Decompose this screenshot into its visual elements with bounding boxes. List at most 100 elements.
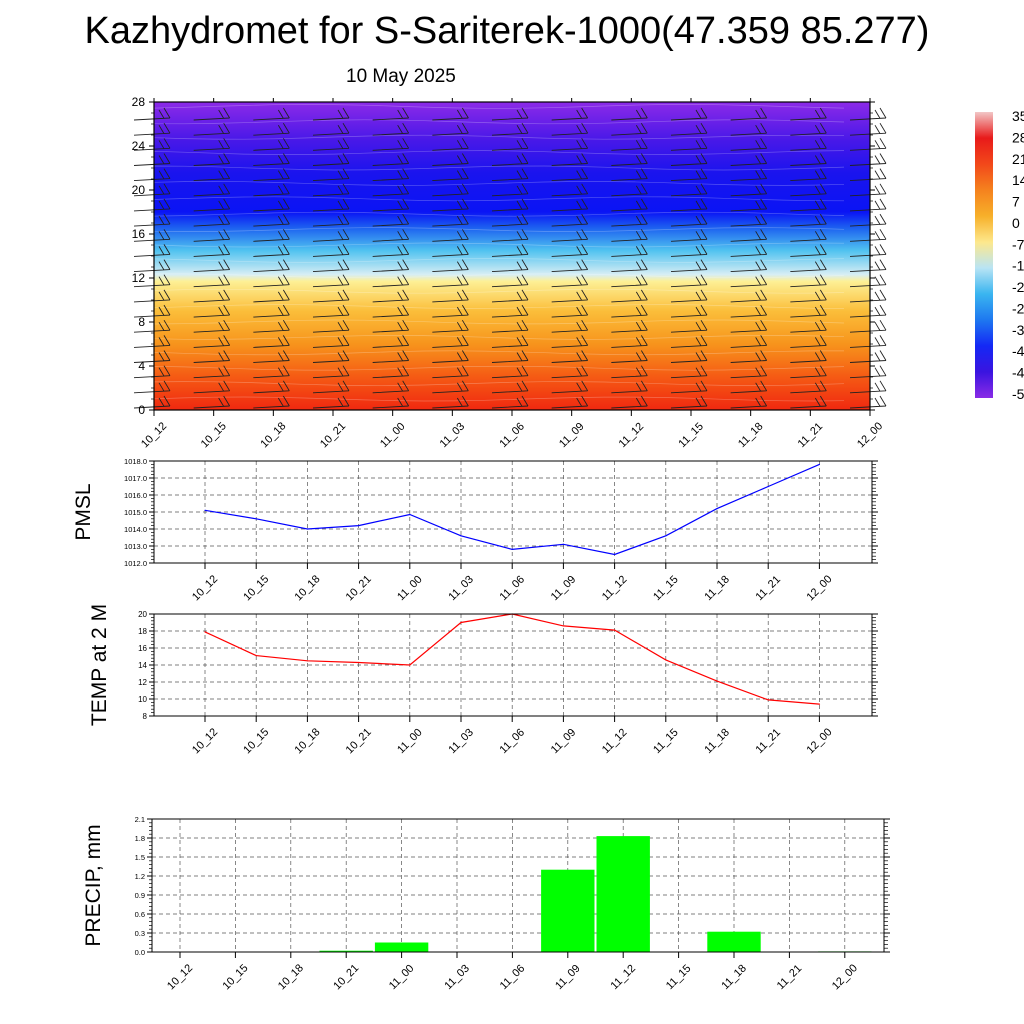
wind-barb [790, 198, 827, 212]
data-point [306, 660, 308, 662]
wind-barb [551, 335, 589, 348]
wind-barb [790, 259, 827, 273]
x-tick-label: 10_15 [241, 726, 271, 756]
wind-barb [312, 259, 350, 273]
wind-barb [432, 274, 469, 288]
wind-barb [611, 395, 648, 409]
wind-barb [491, 304, 529, 318]
colorbar-label: -28 [1012, 300, 1024, 316]
y-axis-label: TEMP at 2 M [88, 604, 111, 726]
x-tick-label: 11_00 [395, 574, 425, 604]
y-tick-label: 1012.0 [124, 559, 147, 568]
x-tick-label: 11_21 [754, 727, 784, 757]
wind-barb [133, 335, 171, 348]
wind-barb [670, 107, 708, 121]
wind-barb [133, 395, 171, 409]
contour-line [153, 365, 845, 371]
wind-barb [312, 198, 350, 212]
wind-barb [133, 289, 171, 303]
x-tick-label: 12_00 [830, 962, 860, 992]
wind-barb [491, 395, 529, 409]
x-tick-label: 11_06 [498, 574, 528, 604]
wind-barb [253, 153, 290, 166]
wind-barb [551, 153, 589, 166]
wind-barb [193, 138, 231, 151]
wind-barb [372, 153, 410, 166]
wind-barb [790, 335, 827, 348]
wind-barb [193, 365, 231, 379]
wind-barb [133, 107, 171, 121]
contour-line [153, 165, 845, 171]
wind-barb [432, 304, 469, 318]
x-tick-label: 10_18 [292, 726, 322, 756]
wind-barb [730, 395, 768, 409]
colorbar-strip [975, 112, 993, 398]
wind-barb [551, 365, 589, 379]
wind-barb [670, 380, 708, 394]
wind-barb [491, 138, 529, 151]
wind-barb [372, 168, 410, 182]
wind-barb [372, 395, 410, 409]
heatmap-field [154, 102, 870, 410]
wind-barb [670, 122, 708, 136]
wind-barb [253, 183, 290, 197]
wind-barb [133, 138, 171, 151]
chart-title: Kazhydromet for S-Sariterek-1000(47.359 … [84, 10, 930, 52]
x-tick-label: 11_12 [617, 421, 647, 451]
x-tick-label: 12_00 [804, 573, 834, 603]
contour-line [153, 335, 845, 340]
wind-barb [372, 229, 410, 242]
y-tick-label: 8 [138, 315, 145, 329]
wind-barb [491, 183, 529, 197]
x-tick-label: 11_21 [796, 421, 826, 451]
wind-barb [849, 138, 887, 151]
wind-barb [253, 229, 290, 242]
wind-barb [551, 138, 589, 151]
x-tick-label: 10_12 [190, 573, 220, 603]
wind-barb [193, 168, 231, 182]
colorbar-label: 35 [1012, 108, 1024, 124]
wind-barb [849, 395, 887, 409]
panel-frame [153, 613, 873, 717]
wind-barb [670, 168, 708, 182]
data-point [511, 548, 513, 551]
wind-barb [611, 335, 648, 348]
wind-barb [551, 395, 589, 409]
wind-barb [253, 319, 290, 333]
wind-barb [551, 350, 589, 363]
wind-barb [670, 183, 708, 197]
wind-barb [432, 213, 469, 227]
chart-subtitle: 10 May 2025 [346, 66, 456, 87]
wind-barb [133, 213, 171, 227]
wind-barb [432, 319, 469, 333]
wind-barb [432, 335, 469, 348]
wind-barb [551, 244, 589, 257]
colorbar-label: 21 [1012, 151, 1024, 167]
contour-line [153, 381, 845, 386]
wind-barb [790, 350, 827, 363]
wind-barb [670, 395, 708, 409]
wind-barb [432, 107, 469, 121]
wind-barb [611, 259, 648, 273]
wind-barb [372, 274, 410, 288]
wind-barb [730, 304, 768, 318]
contour-line [153, 119, 845, 125]
x-tick-label: 11_06 [498, 963, 528, 993]
wind-barb [253, 138, 290, 151]
wind-barb [491, 229, 529, 242]
colorbar-label: -35 [1012, 322, 1024, 338]
y-tick-label: 0.9 [135, 891, 145, 900]
precip-bar [319, 950, 373, 952]
wind-barb [730, 319, 768, 333]
colorbar-label: -14 [1012, 258, 1024, 274]
wind-barb [253, 107, 290, 121]
x-tick-label: 11_03 [446, 727, 476, 757]
x-tick-label: 10_18 [276, 962, 306, 992]
y-tick-label: 0 [138, 403, 145, 417]
x-tick-label: 10_15 [241, 573, 271, 603]
wind-barb [133, 244, 171, 257]
wind-barb [133, 183, 171, 197]
wind-barb [312, 107, 350, 121]
wind-barb [790, 244, 827, 257]
wind-barb [372, 350, 410, 363]
